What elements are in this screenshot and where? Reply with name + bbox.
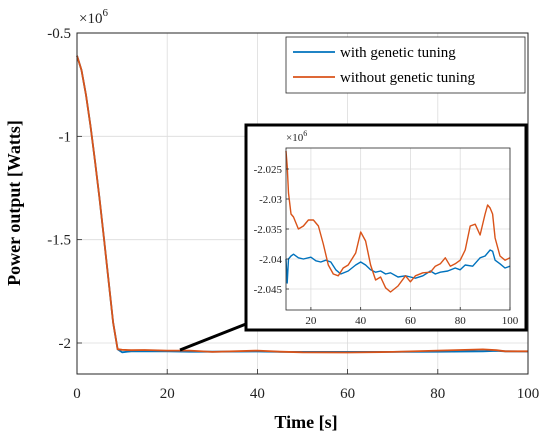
inset-grid: [286, 148, 511, 310]
main-plot-frame: [76, 32, 529, 375]
main-x-tick-label: 0: [73, 386, 81, 402]
main-x-tick-label: 80: [430, 386, 445, 402]
inset-y-tick-label: -2.025: [254, 164, 283, 176]
inset-y-ticks: -2.025 -2.03 -2.035 -2.04 -2.045: [254, 164, 289, 296]
legend: with genetic tuning without genetic tuni…: [285, 36, 526, 94]
main-y-tick-label: -1.5: [47, 233, 71, 249]
main-series: [76, 55, 529, 354]
inset-y-tick-label: -2.035: [254, 224, 283, 236]
main-y-tick-label: -0.5: [47, 26, 71, 42]
main-y-tick-label: -2: [59, 336, 72, 352]
main-y-multiplier-text: ×106: [79, 7, 108, 27]
main-x-tick-label: 100: [517, 386, 540, 402]
inset-x-tick-label: 60: [405, 315, 417, 327]
inset-series-line-with-tuning: [285, 249, 511, 284]
main-x-tick-label: 20: [160, 386, 175, 402]
main-x-tick-label: 60: [340, 386, 355, 402]
inset-x-tick-label: 40: [355, 315, 367, 327]
zoom-connector-line: [179, 322, 247, 352]
main-series-line-without-tuning: [76, 55, 528, 354]
inset-y-tick-label: -2.03: [259, 194, 282, 206]
inset-series-line-without-tuning: [285, 150, 511, 293]
legend-box: [285, 36, 526, 94]
inset-plot: 20 40 60 80 100 -2.025 -2.03 -2.035 -2.04 -2.045…: [244, 123, 528, 332]
main-x-ticks: 0 20 40 60 80 100: [73, 369, 539, 402]
inset-series: [285, 150, 511, 293]
inset-y-tick-label: -2.045: [254, 284, 283, 296]
y-axis-label: Power output [Watts]: [4, 120, 24, 286]
inset-y-tick-label: -2.04: [259, 254, 282, 266]
legend-label-with-tuning: with genetic tuning: [340, 45, 456, 61]
inset-x-tick-label: 100: [502, 315, 519, 327]
main-x-tick-label: 40: [250, 386, 265, 402]
legend-label-without-tuning: without genetic tuning: [340, 70, 475, 86]
x-axis-label: Time [s]: [274, 412, 337, 432]
main-y-tick-label: -1: [59, 129, 72, 145]
inset-y-multiplier: ×106: [286, 129, 307, 144]
inset-x-ticks: 20 40 60 80 100: [305, 307, 519, 327]
main-y-ticks: -0.5 -1 -1.5 -2: [47, 26, 82, 352]
main-y-multiplier: ×106: [79, 7, 108, 27]
inset-x-tick-label: 80: [455, 315, 467, 327]
inset-x-tick-label: 20: [305, 315, 317, 327]
